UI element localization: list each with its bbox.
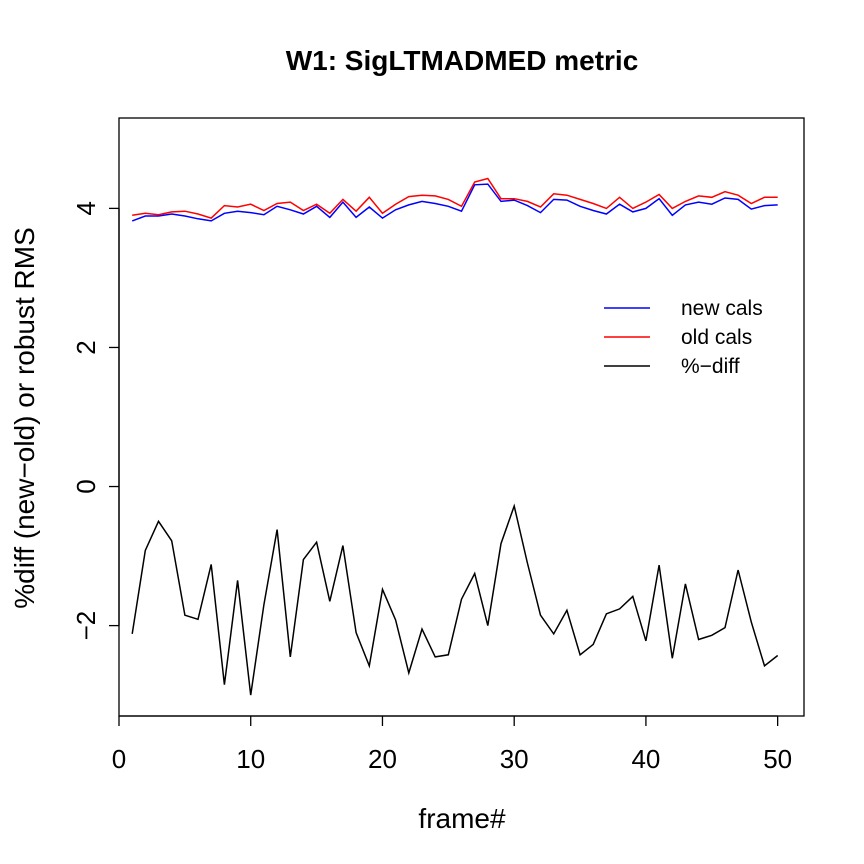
series-line-new-cals (131, 183, 778, 222)
y-tick-label: 0 (71, 479, 101, 493)
x-tick-label: 40 (631, 744, 660, 774)
y-tick-label: −2 (71, 611, 101, 641)
series-layer (131, 177, 779, 696)
x-tick-label: 10 (236, 744, 265, 774)
plot-frame (118, 117, 805, 717)
y-tick-label: 2 (71, 340, 101, 354)
legend-label-diff: %−diff (681, 355, 740, 378)
series-line-diff (131, 503, 779, 696)
legend-label-old-cals: old cals (681, 326, 752, 349)
x-axis: 0 10 20 30 40 50 (112, 715, 792, 774)
chart-title: W1: SigLTMADMED metric (286, 45, 639, 76)
legend: new cals old cals %−diff (604, 297, 763, 378)
y-axis: −2 0 2 4 (71, 201, 120, 641)
y-tick-label: 4 (71, 201, 101, 215)
x-tick-label: 20 (368, 744, 397, 774)
x-axis-label: frame# (418, 803, 506, 834)
x-tick-label: 50 (763, 744, 792, 774)
x-tick-label: 30 (500, 744, 529, 774)
series-line-old-cals (132, 177, 778, 219)
x-tick-label: 0 (112, 744, 126, 774)
legend-label-new-cals: new cals (681, 297, 763, 320)
y-axis-label: %diff (new−old) or robust RMS (9, 227, 40, 609)
